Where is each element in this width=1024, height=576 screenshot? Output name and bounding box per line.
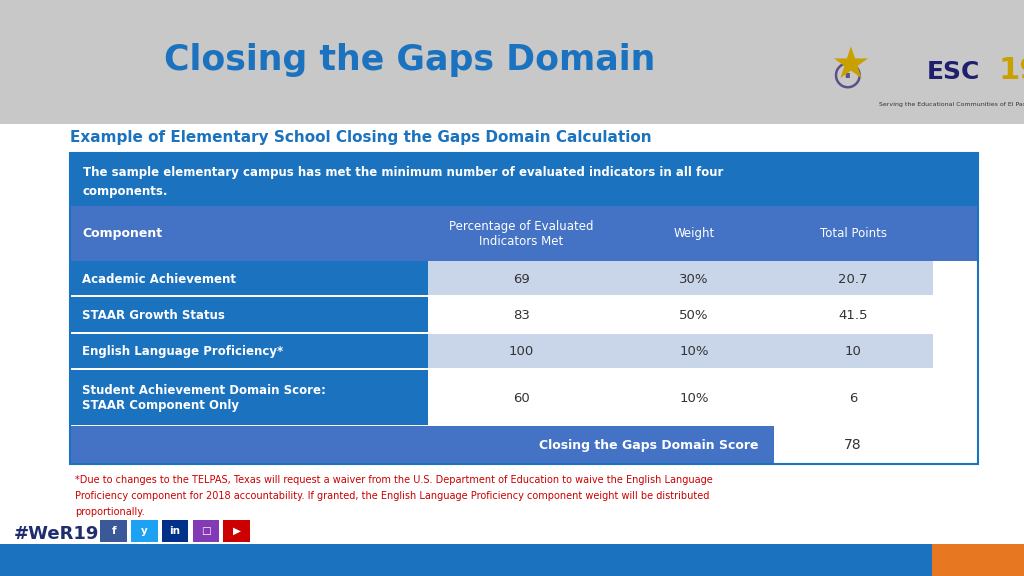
Bar [70, 370, 428, 426]
Bar [428, 297, 614, 334]
Bar [70, 425, 978, 426]
Bar [773, 426, 933, 464]
Bar [614, 370, 773, 426]
Text: ▶: ▶ [232, 526, 241, 536]
Bar [70, 206, 978, 261]
Text: ESC: ESC [927, 60, 980, 84]
Text: 60: 60 [513, 392, 529, 404]
Text: 20.7: 20.7 [839, 272, 867, 286]
Text: Serving the Educational Communities of El Paso & Hudspeth Counties: Serving the Educational Communities of E… [879, 103, 1024, 107]
Text: 78: 78 [844, 438, 862, 452]
Text: Percentage of Evaluated
Indicators Met: Percentage of Evaluated Indicators Met [450, 219, 594, 248]
Bar [773, 297, 933, 334]
Text: 10: 10 [845, 345, 861, 358]
Text: components.: components. [83, 185, 168, 198]
Bar [70, 295, 978, 297]
Bar [0, 544, 932, 576]
Bar [773, 261, 933, 297]
Text: STAAR Growth Status: STAAR Growth Status [82, 309, 225, 322]
Bar [773, 334, 933, 370]
Bar [162, 520, 188, 542]
Text: 83: 83 [513, 309, 530, 322]
Bar [70, 334, 428, 370]
Text: 69: 69 [513, 272, 529, 286]
Bar [614, 334, 773, 370]
Bar [428, 261, 614, 297]
Text: 100: 100 [509, 345, 535, 358]
Text: The sample elementary campus has met the minimum number of evaluated indicators : The sample elementary campus has met the… [83, 166, 723, 180]
Bar [193, 520, 219, 542]
Text: y: y [141, 526, 147, 536]
Bar [614, 261, 773, 297]
Text: Academic Achievement: Academic Achievement [82, 272, 236, 286]
Text: 10%: 10% [679, 345, 709, 358]
Text: Proficiency component for 2018 accountability. If granted, the English Language : Proficiency component for 2018 accountab… [75, 491, 710, 501]
Text: in: in [170, 526, 180, 536]
Text: 10%: 10% [679, 392, 709, 404]
Text: f: f [112, 526, 116, 536]
Bar [0, 0, 1024, 124]
Text: Closing the Gaps Domain Score: Closing the Gaps Domain Score [539, 439, 758, 452]
Text: Closing the Gaps Domain: Closing the Gaps Domain [164, 43, 655, 78]
Bar [70, 297, 428, 334]
Bar [428, 334, 614, 370]
Bar [100, 520, 127, 542]
Bar [0, 124, 1024, 544]
Bar [70, 332, 978, 334]
Bar [70, 153, 978, 206]
Text: 50%: 50% [679, 309, 709, 322]
Text: proportionally.: proportionally. [75, 507, 144, 517]
Text: 19: 19 [998, 56, 1024, 85]
Text: Example of Elementary School Closing the Gaps Domain Calculation: Example of Elementary School Closing the… [70, 130, 651, 145]
Text: Student Achievement Domain Score:
STAAR Component Only: Student Achievement Domain Score: STAAR … [82, 384, 326, 412]
Text: 30%: 30% [679, 272, 709, 286]
Bar [223, 520, 250, 542]
Bar [773, 370, 933, 426]
Bar [428, 370, 614, 426]
Text: #WeR19: #WeR19 [13, 525, 98, 543]
Text: *Due to changes to the TELPAS, Texas will request a waiver from the U.S. Departm: *Due to changes to the TELPAS, Texas wil… [75, 475, 713, 485]
Text: ⨀: ⨀ [833, 61, 861, 89]
Text: □: □ [201, 526, 211, 536]
Bar [614, 297, 773, 334]
Bar [932, 544, 1024, 576]
Text: English Language Proficiency*: English Language Proficiency* [82, 345, 284, 358]
Bar [70, 153, 978, 464]
Bar [131, 520, 158, 542]
Bar [70, 368, 978, 370]
Bar [70, 261, 428, 297]
Bar [70, 426, 773, 464]
Text: Total Points: Total Points [819, 227, 887, 240]
Text: 6: 6 [849, 392, 857, 404]
Text: ★: ★ [830, 45, 869, 88]
Text: Weight: Weight [674, 227, 715, 240]
Text: Component: Component [82, 227, 162, 240]
Text: 41.5: 41.5 [839, 309, 867, 322]
